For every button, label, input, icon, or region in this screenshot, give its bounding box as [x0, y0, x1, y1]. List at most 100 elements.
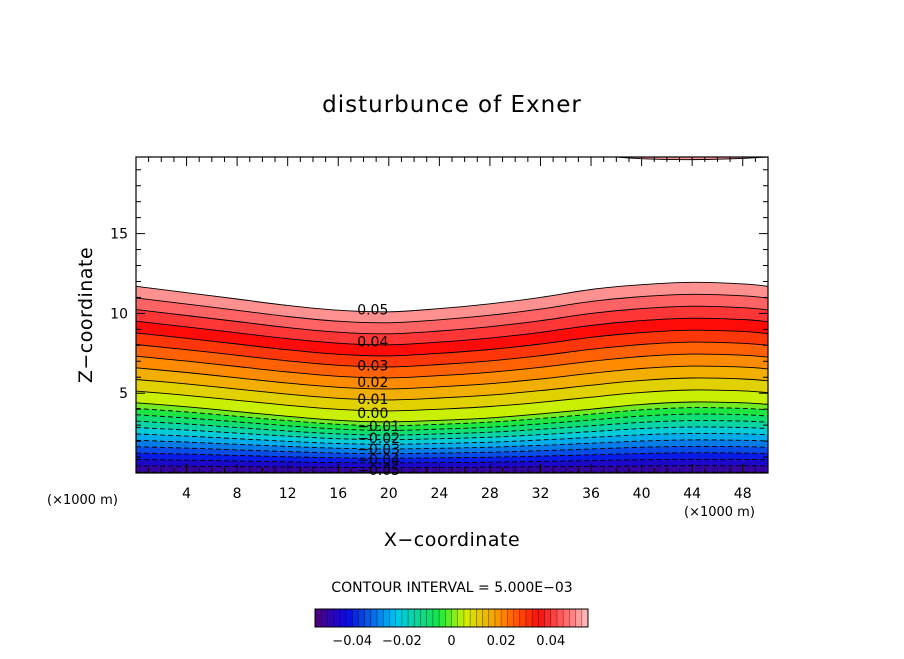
- contour-line: [136, 413, 768, 431]
- plot-area: 0.050.040.030.020.010.00−0.01−0.02−0.03−…: [110, 156, 769, 502]
- contour-label: −0.04: [357, 452, 400, 468]
- colorbar-cell: [476, 609, 483, 627]
- colorbar-cell: [358, 609, 365, 627]
- contour-line: [136, 305, 768, 335]
- y-tick-label: 15: [110, 227, 128, 243]
- contour-line: [136, 293, 768, 324]
- colorbar-cell: [550, 609, 558, 627]
- colorbar-cell: [408, 609, 415, 627]
- x-tick-label: 12: [279, 486, 297, 502]
- colorbar-cell: [439, 609, 446, 627]
- colorbar-cell: [581, 609, 589, 627]
- contour-line: [136, 452, 768, 459]
- chart-title: disturbunce of Exner: [322, 92, 582, 118]
- x-tick-label: 48: [734, 486, 752, 502]
- contour-line: [136, 439, 768, 450]
- colorbar-cell: [470, 609, 477, 627]
- colorbar-tick-labels: −0.04 −0.02 0 0.02 0.04: [332, 634, 565, 649]
- colorbar-cell: [488, 609, 496, 627]
- x-tick-label: 16: [329, 486, 347, 502]
- colorbar-tick-label: 0.04: [536, 634, 565, 649]
- y-tick-label: 10: [110, 306, 128, 322]
- colorbar-cell: [383, 609, 390, 627]
- colorbar-cell: [321, 609, 328, 627]
- colorbar-cell: [389, 609, 396, 627]
- colorbar-cell: [532, 609, 539, 627]
- colorbar-tick-label: −0.04: [332, 634, 372, 649]
- x-tick-label: 24: [430, 486, 448, 502]
- contour-label: 0.00: [357, 406, 388, 422]
- contour-line: [136, 341, 768, 368]
- contour-line: [136, 353, 768, 379]
- colorbar-cell: [414, 609, 421, 627]
- colorbar-frame: [314, 608, 589, 628]
- contour-label: 0.01: [357, 392, 388, 408]
- x-tick-label: 28: [481, 486, 499, 502]
- colorbar-cell: [463, 609, 471, 627]
- colorbar-cell: [501, 609, 508, 627]
- colorbar-cell: [457, 609, 465, 627]
- contour-line: [136, 401, 768, 423]
- colorbar-cell: [315, 609, 322, 627]
- contour-label: 0.03: [357, 358, 388, 374]
- contour-line: [136, 377, 768, 401]
- y-axis-title: Z−coordinate: [75, 247, 97, 383]
- contour-line: [136, 426, 768, 441]
- contour-label: −0.03: [357, 442, 400, 458]
- colorbar-cell: [426, 609, 434, 627]
- contour-line: [136, 281, 768, 313]
- contour-label: −0.05: [357, 463, 400, 479]
- contour-line: [136, 458, 768, 464]
- x-tick-label: 36: [582, 486, 600, 502]
- colorbar-cell: [507, 609, 514, 627]
- x-unit-left: (×1000 m): [47, 493, 118, 508]
- contour-fill-bands: [136, 282, 768, 473]
- colorbar-cell: [519, 609, 527, 627]
- colorbar-cell: [482, 609, 490, 627]
- colorbar-cell: [333, 609, 341, 627]
- colorbar-tick-label: 0: [447, 634, 455, 649]
- colorbar-cell: [494, 609, 502, 627]
- colorbar-cell: [395, 609, 403, 627]
- colorbar-cell: [352, 609, 359, 627]
- colorbar-cell: [575, 609, 583, 627]
- contour-labels: 0.050.040.030.020.010.00−0.01−0.02−0.03−…: [357, 302, 400, 478]
- colorbar-cell: [556, 609, 564, 627]
- contour-line: [136, 465, 768, 469]
- x-tick-label: 8: [233, 486, 242, 502]
- colorbar-tick-label: −0.02: [382, 634, 422, 649]
- colorbar-cell: [370, 609, 378, 627]
- x-tick-label: 20: [380, 486, 398, 502]
- contour-label: −0.02: [357, 431, 400, 447]
- colorbar-cell: [451, 609, 459, 627]
- x-axis-title: X−coordinate: [384, 529, 520, 551]
- colorbar-cell: [513, 609, 521, 627]
- x-tick-label: 4: [182, 486, 191, 502]
- x-tick-label: 44: [683, 486, 701, 502]
- contour-line: [136, 445, 768, 455]
- colorbar-cell: [569, 609, 576, 627]
- colorbar-cell: [377, 609, 384, 627]
- x-tick-label: 40: [633, 486, 651, 502]
- y-tick-label: 5: [119, 386, 128, 402]
- y-axis-ticks: 5 10 15: [110, 169, 768, 458]
- colorbar-tick-label: 0.02: [487, 634, 516, 649]
- contour-label: 0.05: [357, 302, 388, 318]
- colorbar-cell: [563, 609, 570, 627]
- x-axis-ticks: 4 8 12 16 20 24 28 32 36 40 44 48: [148, 157, 756, 502]
- contour-line: [136, 329, 768, 357]
- contour-label: 0.04: [357, 334, 388, 350]
- contour-line: [136, 407, 768, 427]
- contour-line: [136, 389, 768, 412]
- contour-line: [136, 433, 768, 445]
- contour-line: [136, 317, 768, 346]
- colorbar-cell: [420, 609, 427, 627]
- colorbar-cell: [346, 609, 353, 627]
- x-tick-label: 32: [532, 486, 550, 502]
- colorbar: [314, 608, 589, 628]
- colorbar-cell: [401, 609, 409, 627]
- contour-label: −0.01: [357, 419, 400, 435]
- contour-line: [136, 420, 768, 436]
